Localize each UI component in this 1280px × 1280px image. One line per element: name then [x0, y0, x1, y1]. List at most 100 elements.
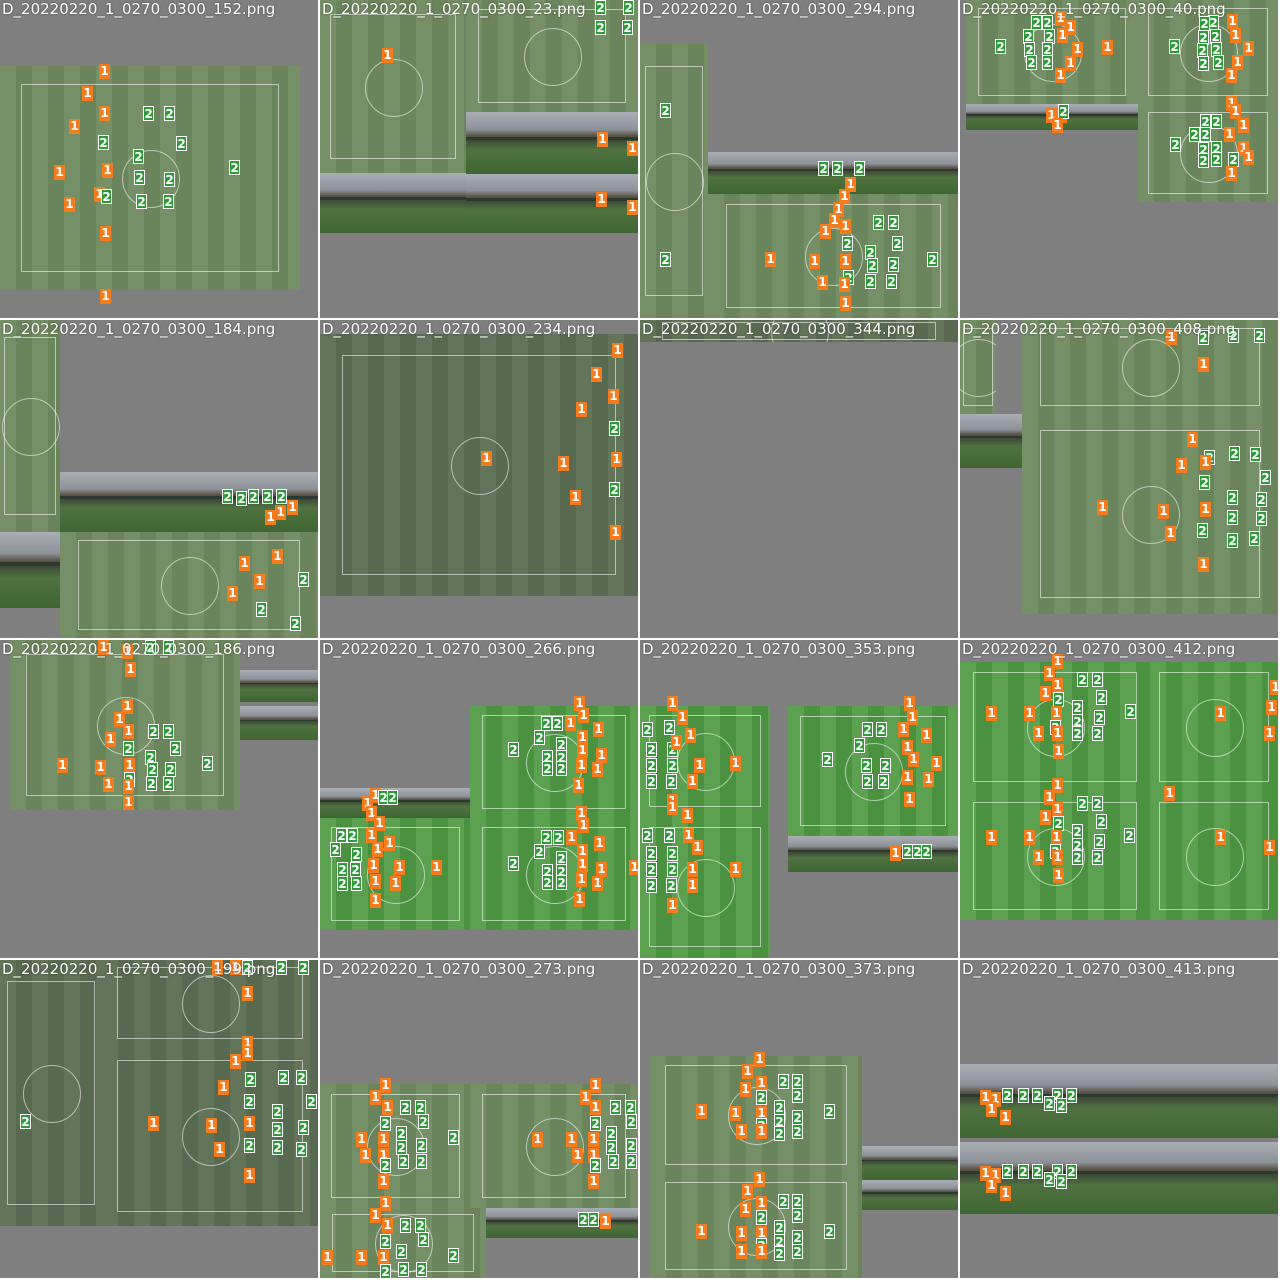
detection-box-team-1: 1	[244, 1168, 255, 1183]
detection-box-team-1: 1	[990, 1168, 1001, 1183]
aerial-field-image	[320, 0, 466, 173]
detection-box-team-1: 1	[820, 224, 831, 239]
detection-box-team-1: 1	[577, 730, 588, 745]
detection-box-team-1: 1	[588, 1148, 599, 1163]
mosaic-tile: 1 1 2 2 1 1 2 2 1 1 1 2 2 2 2 2 1 1 2 2 …	[960, 640, 1278, 958]
detection-box-team-2: 2	[553, 830, 564, 845]
detection-box-team-2: 2	[296, 1070, 307, 1085]
detection-box-team-2: 2	[774, 1100, 785, 1115]
detection-box-team-2: 2	[774, 1246, 785, 1261]
detection-box-team-1: 1	[1224, 127, 1235, 142]
detection-box-team-1: 1	[102, 163, 113, 178]
detection-box-team-1: 1	[431, 860, 442, 875]
detection-box-team-2: 2	[667, 758, 678, 773]
detection-box-team-1: 1	[100, 226, 111, 241]
detection-box-team-1: 1	[577, 844, 588, 859]
detection-box-team-1: 1	[756, 1106, 767, 1121]
detection-box-team-1: 1	[372, 842, 383, 857]
detection-box-team-1: 1	[360, 1148, 371, 1163]
detection-box-team-1: 1	[756, 1124, 767, 1139]
detection-box-team-1: 1	[1024, 706, 1035, 721]
detection-box-team-1: 1	[574, 892, 585, 907]
detection-box-team-2: 2	[416, 1154, 427, 1169]
aerial-field-image	[0, 320, 60, 532]
detection-box-team-1: 1	[990, 1092, 1001, 1107]
detection-box-team-1: 1	[736, 1244, 747, 1259]
detection-box-team-2: 2	[646, 846, 657, 861]
detection-box-team-1: 1	[1232, 55, 1243, 70]
detection-box-team-2: 2	[1096, 814, 1107, 829]
detection-box-team-1: 1	[839, 189, 850, 204]
detection-box-team-1: 1	[356, 1250, 367, 1265]
detection-box-team-2: 2	[832, 161, 843, 176]
detection-box-team-1: 1	[370, 874, 381, 889]
ground-view-image	[862, 1146, 958, 1180]
detection-box-team-1: 1	[103, 777, 114, 792]
detection-box-team-1: 1	[1264, 840, 1275, 855]
detection-box-team-1: 1	[374, 816, 385, 831]
detection-box-team-2: 2	[1211, 114, 1222, 129]
detection-box-team-2: 2	[1066, 1088, 1077, 1103]
detection-box-team-2: 2	[202, 756, 213, 771]
detection-box-team-2: 2	[298, 960, 309, 975]
detection-box-team-2: 2	[642, 828, 653, 843]
detection-box-team-1: 1	[685, 728, 696, 743]
detection-box-team-1: 1	[227, 586, 238, 601]
detection-box-team-2: 2	[541, 830, 552, 845]
detection-box-team-2: 2	[508, 742, 519, 757]
detection-box-team-1: 1	[1072, 42, 1083, 57]
detection-box-team-2: 2	[145, 640, 156, 655]
detection-box-team-1: 1	[592, 762, 603, 777]
mosaic-tile: 1 1 1 2 2 1 2 2 1 1 1 2 2 2 2 2 1 1 2 2 …	[640, 960, 958, 1278]
detection-box-team-2: 2	[756, 1210, 767, 1225]
detection-box-team-2: 2	[229, 160, 240, 175]
detection-box-team-2: 2	[927, 252, 938, 267]
detection-box-team-2: 2	[245, 1072, 256, 1087]
detection-box-team-1: 1	[1033, 850, 1044, 865]
aerial-field-image	[640, 44, 708, 318]
detection-box-team-2: 2	[400, 1100, 411, 1115]
detection-box-team-2: 2	[380, 1264, 391, 1278]
mosaic-tile: 1 1 2 2 1 2 2 1 1 2 2 2 2 1 1 1 1 2 2 1 …	[640, 640, 958, 958]
detection-box-team-2: 2	[792, 1110, 803, 1125]
detection-box-team-1: 1	[1198, 557, 1209, 572]
detection-box-team-2: 2	[272, 1140, 283, 1155]
detection-box-team-2: 2	[824, 1104, 835, 1119]
detection-box-team-2: 2	[1092, 850, 1103, 865]
detection-box-team-1: 1	[596, 192, 607, 207]
aerial-field-image	[0, 66, 300, 290]
detection-box-team-2: 2	[666, 774, 677, 789]
detection-box-team-1: 1	[57, 758, 68, 773]
detection-box-team-2: 2	[610, 1100, 621, 1115]
detection-box-team-2: 2	[1169, 39, 1180, 54]
detection-box-team-1: 1	[576, 872, 587, 887]
detection-box-team-2: 2	[541, 716, 552, 731]
ground-view-image	[240, 670, 318, 702]
detection-box-team-2: 2	[774, 1220, 785, 1235]
detection-box-team-1: 1	[627, 200, 638, 215]
detection-box-team-1: 1	[1243, 150, 1254, 165]
detection-box-team-1: 1	[356, 1132, 367, 1147]
detection-box-team-1: 1	[1165, 526, 1176, 541]
detection-box-team-2: 2	[380, 1234, 391, 1249]
detection-box-team-1: 1	[1227, 14, 1238, 29]
detection-box-team-1: 1	[1052, 850, 1063, 865]
detection-box-team-1: 1	[611, 452, 622, 467]
detection-box-team-2: 2	[792, 1124, 803, 1139]
detection-box-team-1: 1	[1065, 56, 1076, 71]
detection-box-team-1: 1	[694, 758, 705, 773]
ground-view-image	[960, 1142, 1278, 1214]
detection-box-team-2: 2	[1198, 330, 1209, 345]
detection-box-team-1: 1	[214, 1142, 225, 1157]
detection-box-team-1: 1	[370, 1090, 381, 1105]
detection-box-team-1: 1	[1055, 11, 1066, 26]
detection-box-team-2: 2	[1092, 726, 1103, 741]
tile-filename: D_20220220_1_0270_0300_184.png	[2, 320, 276, 338]
detection-box-team-1: 1	[754, 1172, 765, 1187]
tile-filename: D_20220220_1_0270_0300_353.png	[642, 640, 916, 658]
detection-box-team-1: 1	[687, 878, 698, 893]
detection-box-team-1: 1	[378, 1174, 389, 1189]
detection-box-team-2: 2	[1053, 692, 1064, 707]
detection-box-team-2: 2	[876, 722, 887, 737]
mosaic-tile: 1 1 1 2 2 2 2 1 1 2 2 1 1 2 2 2 2 2 1 1 …	[320, 960, 638, 1278]
